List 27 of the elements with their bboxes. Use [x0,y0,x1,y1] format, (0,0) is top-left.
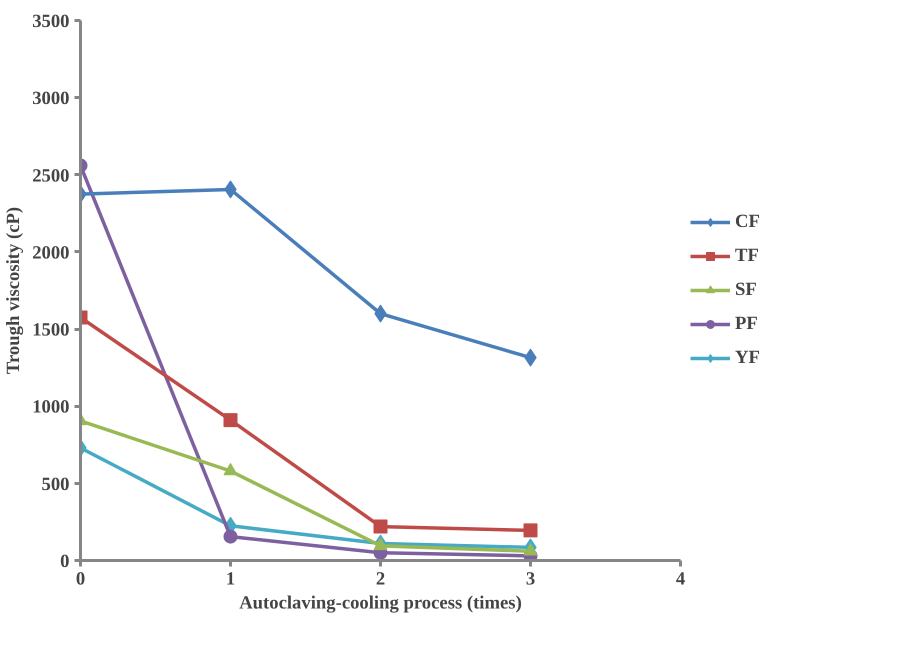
y-tick-label: 2000 [32,242,70,264]
legend-label: SF [735,279,757,301]
point [224,413,238,428]
y-tick-label: 2500 [32,165,70,186]
y-axis-title: Trough viscosity (cP) [3,206,24,374]
y-tick-label: 1500 [32,320,70,341]
legend-label: YF [735,347,760,369]
point [524,523,538,538]
x-tick-label: 3 [526,568,536,590]
y-tick-label: 500 [42,474,70,495]
point [224,180,237,198]
point [224,530,238,544]
point [374,304,387,323]
y-tick-label: 1000 [32,396,70,418]
y-tick-label: 3500 [32,11,70,32]
x-tick-label: 1 [226,568,236,590]
point [374,520,388,534]
legend-label: PF [735,313,758,335]
legend-label: TF [735,245,759,267]
x-tick-label: 2 [376,568,386,590]
x-axis-title: Autoclaving-cooling process (times) [239,592,522,614]
point [524,348,537,367]
x-tick-label: 0 [76,568,86,590]
x-tick-label: 4 [676,568,686,590]
y-tick-label: 3000 [32,88,70,110]
legend-label: CF [735,211,760,233]
y-tick-label: 0 [60,551,70,572]
